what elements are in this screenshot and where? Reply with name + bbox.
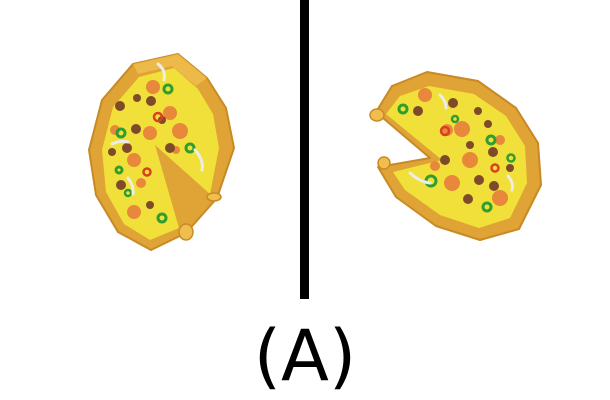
pizza-right-cheese xyxy=(386,86,527,228)
sausage-topping xyxy=(484,120,492,128)
onion-topping xyxy=(438,93,448,110)
pizza-right-icon xyxy=(369,71,542,241)
green-pepper-topping xyxy=(485,134,497,146)
tomato-topping xyxy=(439,125,451,137)
pepperoni-topping xyxy=(454,121,470,137)
sausage-topping xyxy=(146,201,154,209)
pepperoni-topping xyxy=(127,153,141,167)
sausage-topping xyxy=(466,141,474,149)
green-pepper-topping xyxy=(114,165,124,175)
pepperoni-topping xyxy=(172,123,188,139)
onion-topping xyxy=(126,176,135,196)
onion-topping xyxy=(408,171,432,185)
green-pepper-topping xyxy=(184,142,196,154)
green-pepper-topping xyxy=(115,127,127,139)
pizza-left-crust-end xyxy=(206,192,222,202)
sausage-topping xyxy=(133,94,141,102)
green-pepper-topping xyxy=(450,114,460,124)
sausage-topping xyxy=(108,148,116,156)
pepperoni-topping xyxy=(163,106,177,120)
tomato-topping xyxy=(142,167,152,177)
pizza-right-crust-end xyxy=(377,156,391,170)
sausage-topping xyxy=(506,164,514,172)
sausage-topping xyxy=(448,98,458,108)
pepperoni-topping xyxy=(462,152,478,168)
onion-topping xyxy=(506,174,514,192)
pizza-left-crust-end xyxy=(178,223,194,241)
green-pepper-topping xyxy=(397,103,409,115)
tomato-topping xyxy=(490,163,500,173)
sausage-topping xyxy=(474,107,482,115)
tomato-topping xyxy=(152,111,164,123)
option-label: (A) xyxy=(253,315,357,397)
onion-topping xyxy=(193,148,204,172)
sausage-topping xyxy=(146,96,156,106)
onion-topping xyxy=(156,62,166,82)
sausage-topping xyxy=(116,180,126,190)
sausage-topping xyxy=(165,143,175,153)
pepperoni-topping xyxy=(444,175,460,191)
green-pepper-topping xyxy=(506,153,516,163)
pepperoni-topping xyxy=(127,205,141,219)
sausage-topping xyxy=(440,155,450,165)
green-pepper-topping xyxy=(156,212,168,224)
pizza-left-cheese xyxy=(102,68,219,240)
sausage-topping xyxy=(488,147,498,157)
pepperoni-topping xyxy=(146,80,160,94)
sausage-topping xyxy=(122,143,132,153)
green-pepper-topping xyxy=(481,201,493,213)
pepperoni-topping xyxy=(495,135,505,145)
pepperoni-topping xyxy=(430,161,440,171)
sausage-topping xyxy=(131,124,141,134)
sausage-topping xyxy=(413,106,423,116)
sausage-topping xyxy=(474,175,484,185)
green-pepper-topping xyxy=(123,188,133,198)
pepperoni-topping xyxy=(136,178,146,188)
onion-topping xyxy=(110,139,130,146)
pizza-left-icon xyxy=(88,53,235,251)
pepperoni-topping xyxy=(492,190,508,206)
divider-line xyxy=(300,0,309,299)
sausage-topping xyxy=(463,194,473,204)
pizza-left-crust-highlight xyxy=(133,54,207,86)
sausage-topping xyxy=(489,181,499,191)
green-pepper-topping xyxy=(162,83,174,95)
pepperoni-topping xyxy=(143,126,157,140)
pepperoni-topping xyxy=(418,88,432,102)
sausage-topping xyxy=(115,101,125,111)
pizza-right-crust-end xyxy=(369,108,385,122)
